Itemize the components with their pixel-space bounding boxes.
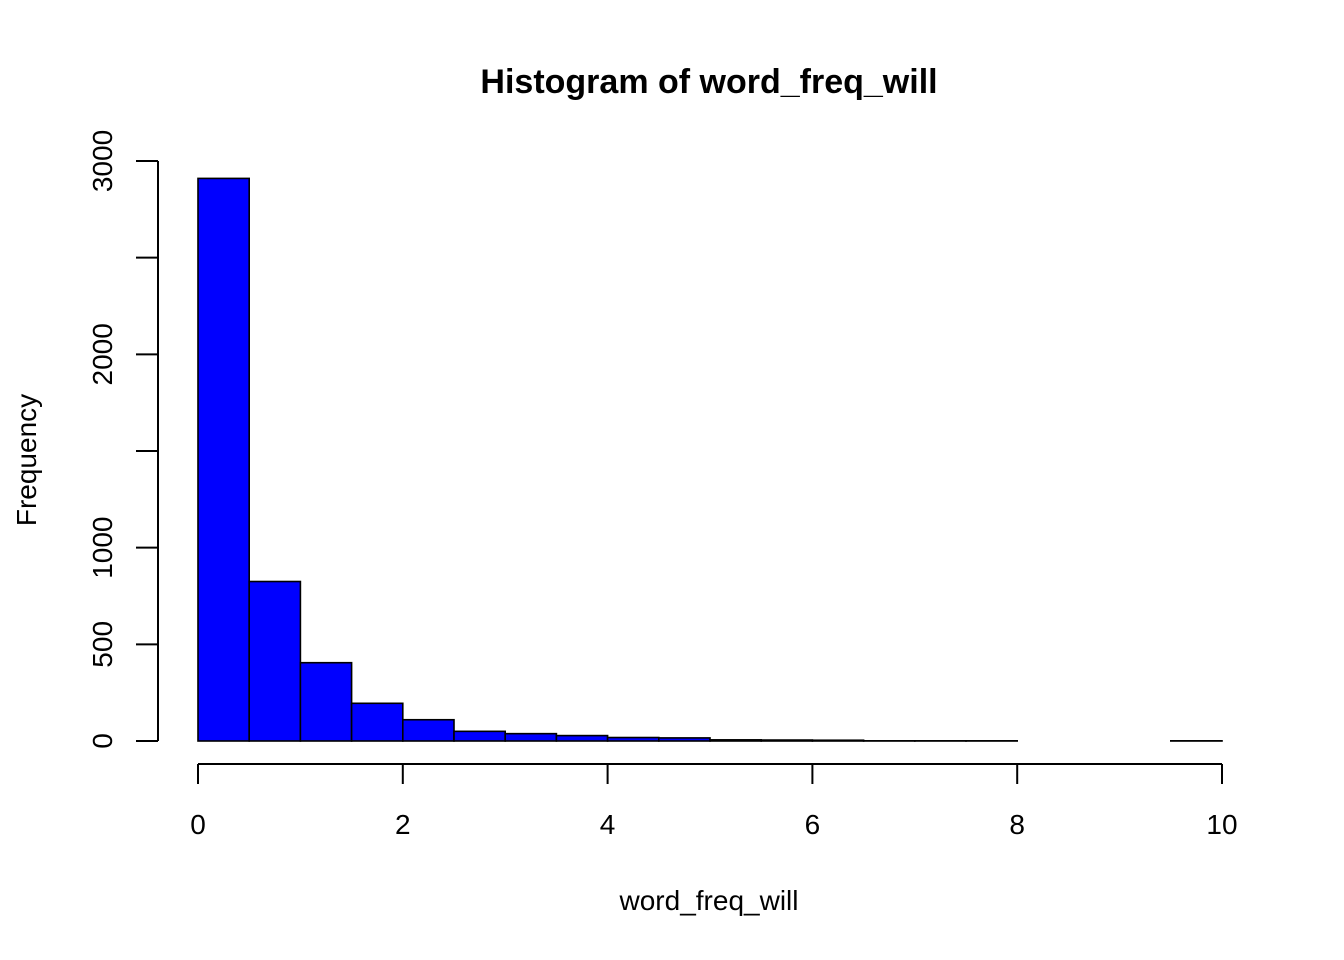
chart-title: Histogram of word_freq_will (480, 63, 937, 101)
histogram-bar-5 (453, 730, 507, 742)
y-tick-label: 2000 (87, 323, 118, 385)
y-tick-label: 500 (87, 621, 118, 668)
y-axis: 0 500 1000 2000 3000 (87, 130, 159, 749)
x-tick-label: 2 (395, 809, 411, 840)
x-axis-title: word_freq_will (619, 885, 799, 916)
y-tick-label: 0 (87, 733, 118, 749)
x-tick-label: 6 (805, 809, 821, 840)
y-tick-label: 1000 (87, 517, 118, 579)
x-axis: 0 2 4 6 8 10 (190, 763, 1238, 840)
x-tick-label: 4 (600, 809, 616, 840)
histogram-bar-2 (299, 661, 353, 742)
histogram-bar-12 (811, 739, 865, 742)
y-axis-title: Frequency (11, 394, 42, 526)
histogram-bar-3 (350, 702, 404, 742)
y-tick-label: 3000 (87, 130, 118, 192)
histogram-bar-11 (760, 739, 814, 742)
histogram-bar-9 (657, 737, 711, 742)
histogram-bar-6 (504, 732, 558, 742)
histogram-bar-8 (606, 736, 660, 742)
histogram-bar-0 (197, 177, 251, 742)
histogram-bar-4 (401, 718, 455, 742)
histogram-bar-1 (248, 580, 302, 742)
x-tick-label: 0 (190, 809, 206, 840)
histogram-bar-7 (555, 734, 609, 742)
histogram-bar-10 (709, 739, 763, 742)
bars-group (197, 177, 1223, 742)
x-tick-label: 8 (1009, 809, 1025, 840)
x-tick-label: 10 (1206, 809, 1237, 840)
